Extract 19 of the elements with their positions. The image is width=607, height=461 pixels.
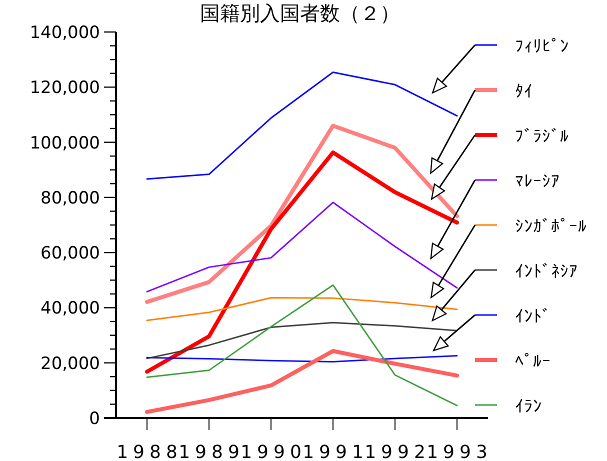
y-tick-label: 0: [89, 409, 100, 429]
legend-label: ｼﾝｶﾞﾎﾟｰﾙ: [515, 217, 587, 237]
x-tick-label: 1993: [426, 442, 492, 461]
legend-label: ﾍﾟﾙｰ: [515, 352, 551, 372]
y-tick-label: 20,000: [40, 354, 100, 374]
legend-label: ｲﾗﾝ: [515, 397, 542, 417]
y-tick-label: 140,000: [30, 23, 100, 43]
y-tick-label: 100,000: [30, 133, 100, 154]
legend-label: ﾌｨﾘﾋﾟﾝ: [515, 37, 569, 57]
chart-title: 国籍別入国者数（２）: [200, 1, 400, 25]
legend-label: ｲﾝﾄﾞﾈｼｱ: [515, 262, 578, 282]
legend-label: ﾌﾞﾗｼﾞﾙ: [515, 127, 569, 147]
y-tick-label: 120,000: [30, 78, 100, 98]
y-tick-label: 40,000: [40, 298, 100, 319]
y-tick-label: 60,000: [40, 244, 100, 264]
legend-label: ｲﾝﾄﾞ: [515, 307, 551, 327]
y-tick-label: 80,000: [40, 188, 100, 208]
legend-label: ﾀｲ: [515, 82, 533, 102]
legend-label: ﾏﾚｰｼｱ: [515, 172, 560, 192]
